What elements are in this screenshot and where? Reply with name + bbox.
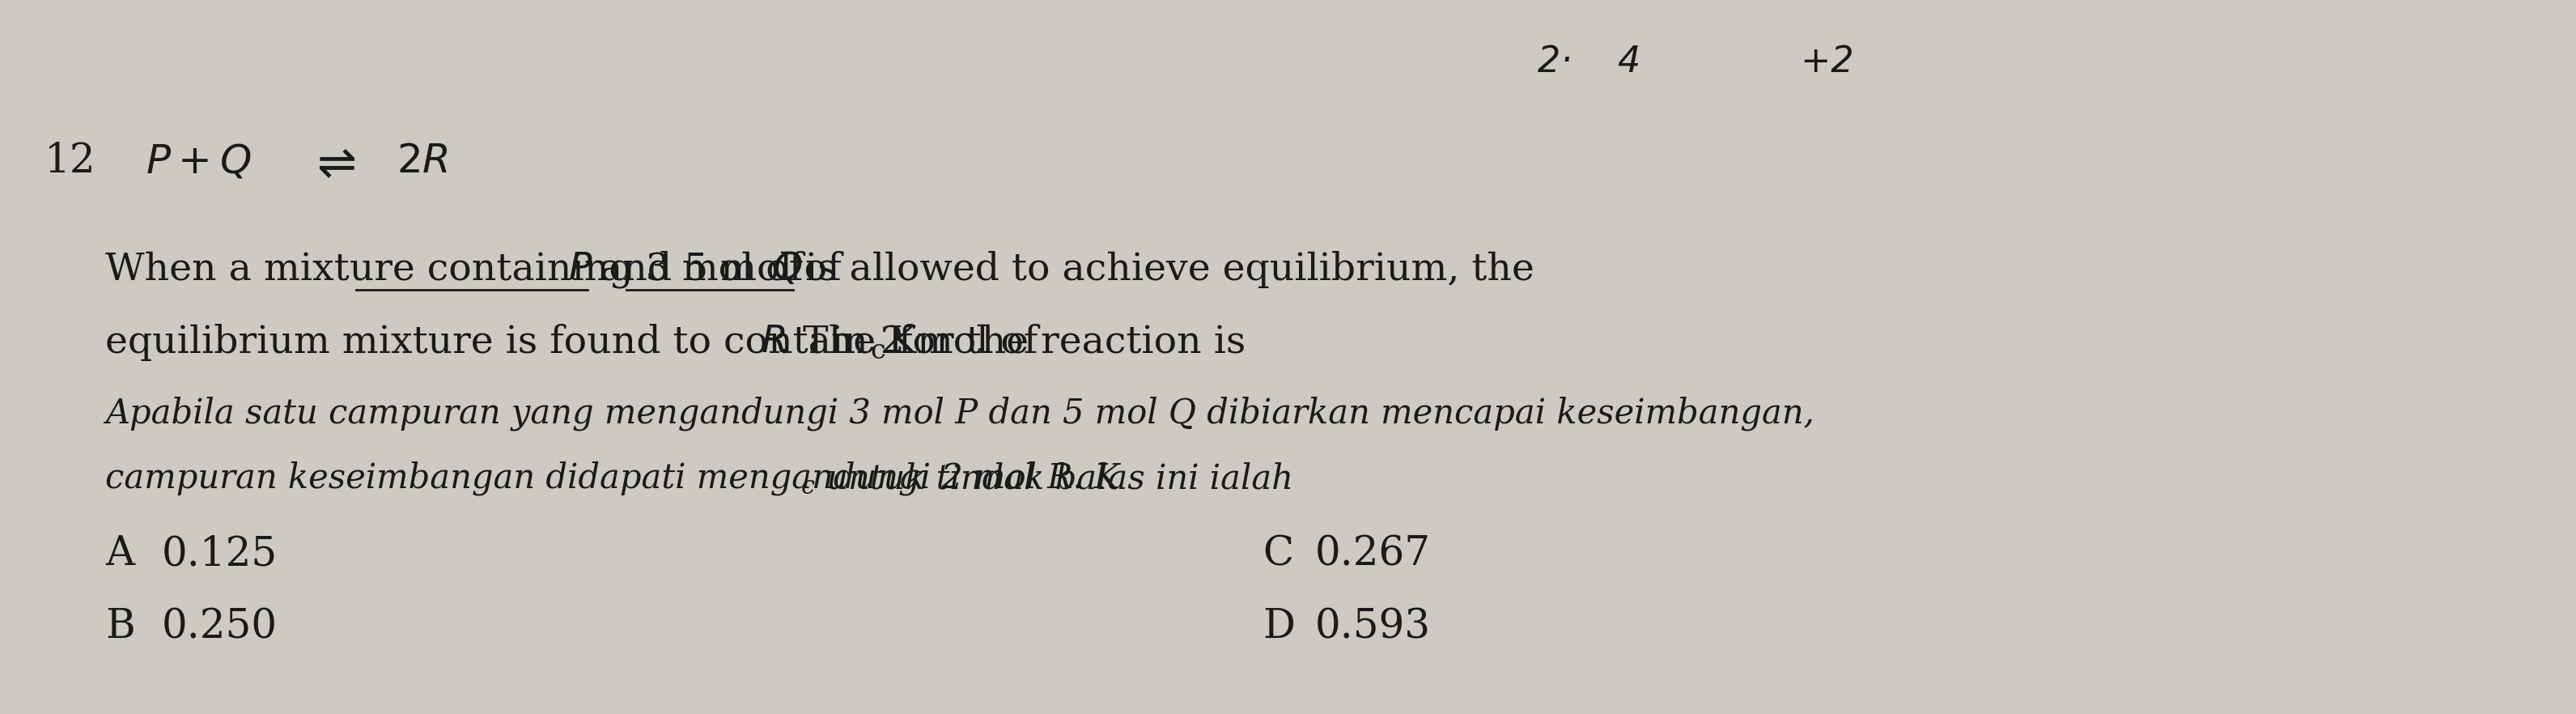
Text: campuran keseimbangan didapati mengandungi 2 mol R. K: campuran keseimbangan didapati mengandun… — [106, 461, 1121, 496]
Text: 0.267: 0.267 — [1316, 534, 1430, 574]
Text: A: A — [106, 534, 134, 574]
Text: When a mixture containing 3 mol of: When a mixture containing 3 mol of — [106, 251, 814, 288]
Text: c: c — [871, 338, 886, 364]
Text: 0.250: 0.250 — [162, 607, 278, 647]
Text: 0.593: 0.593 — [1316, 607, 1430, 647]
Text: 2·    4              +2: 2· 4 +2 — [1538, 44, 1855, 79]
Text: B: B — [106, 607, 134, 647]
Text: $\mathit{Q}$: $\mathit{Q}$ — [773, 251, 801, 288]
Text: is allowed to achieve equilibrium, the: is allowed to achieve equilibrium, the — [793, 251, 1535, 288]
Text: c: c — [801, 474, 814, 500]
Text: $\mathit{R}$: $\mathit{R}$ — [760, 324, 786, 361]
Text: $\rightleftharpoons$: $\rightleftharpoons$ — [307, 141, 355, 188]
Text: for the reaction is: for the reaction is — [886, 324, 1247, 361]
Text: equilibrium mixture is found to contain 2 mol of: equilibrium mixture is found to contain … — [106, 324, 1051, 361]
Text: 0.125: 0.125 — [162, 534, 278, 574]
Text: and 5 mol of: and 5 mol of — [587, 251, 853, 288]
Text: Apabila satu campuran yang mengandungi 3 mol P dan 5 mol Q dibiarkan mencapai ke: Apabila satu campuran yang mengandungi 3… — [106, 397, 1814, 431]
Text: D: D — [1262, 607, 1296, 647]
Text: 12: 12 — [44, 141, 95, 181]
Text: C: C — [1262, 534, 1293, 574]
Text: $\mathit{P + Q}$: $\mathit{P + Q}$ — [147, 141, 252, 181]
Text: . The K: . The K — [778, 324, 917, 361]
Text: untuk tindak balas ini ialah: untuk tindak balas ini ialah — [817, 461, 1293, 496]
Text: $\mathit{2R}$: $\mathit{2R}$ — [397, 141, 448, 181]
Text: $\mathit{P}$: $\mathit{P}$ — [569, 251, 592, 288]
